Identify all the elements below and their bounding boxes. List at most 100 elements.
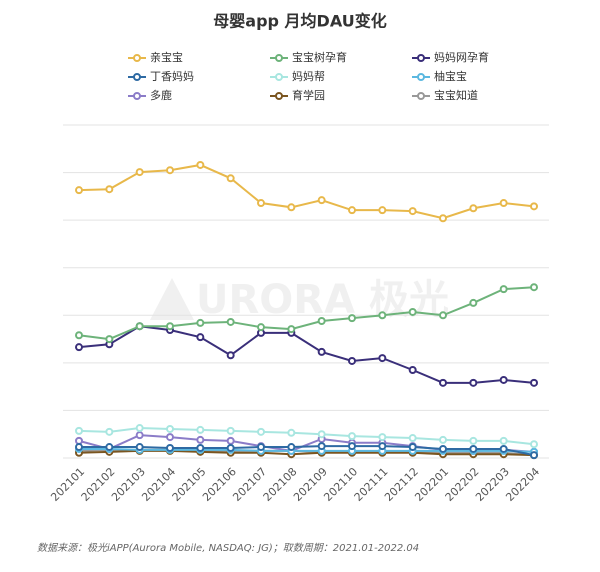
legend-label: 妈妈帮 <box>292 69 325 83</box>
data-point <box>135 431 144 440</box>
data-point <box>226 436 235 445</box>
legend-marker <box>275 92 283 100</box>
legend-marker <box>417 92 425 100</box>
data-point <box>408 365 417 374</box>
data-point <box>530 378 538 387</box>
data-point <box>530 440 538 449</box>
data-point <box>317 347 326 356</box>
data-point <box>469 436 478 445</box>
series-line <box>79 445 535 457</box>
data-point <box>530 283 538 292</box>
data-point <box>105 427 114 436</box>
data-point <box>439 214 447 223</box>
watermark-logo <box>150 278 194 320</box>
data-point <box>166 166 174 175</box>
data-point <box>530 451 538 460</box>
data-point <box>408 443 417 452</box>
data-point <box>439 435 447 444</box>
data-point <box>499 285 508 294</box>
data-point <box>378 442 387 451</box>
data-point <box>408 307 417 316</box>
data-point <box>196 318 205 327</box>
series-line <box>78 163 535 220</box>
data-point <box>530 202 538 211</box>
watermark-text: URORA 极光 <box>196 277 449 323</box>
data-point <box>226 317 235 326</box>
data-point <box>196 425 205 434</box>
data-point <box>499 199 508 208</box>
data-point <box>75 443 83 452</box>
chart-title: 母婴app 月均DAU变化 <box>213 12 386 31</box>
data-point <box>135 443 144 452</box>
data-point <box>105 443 114 452</box>
data-point <box>408 434 417 443</box>
data-point <box>196 333 205 342</box>
series-line <box>78 427 535 446</box>
legend-label: 宝宝知道 <box>434 88 478 102</box>
data-point <box>226 351 235 360</box>
legend-marker <box>133 73 141 81</box>
data-point <box>287 325 296 334</box>
data-point <box>317 316 326 325</box>
legend-marker <box>417 73 425 81</box>
data-point <box>226 174 235 183</box>
data-point <box>75 426 83 435</box>
data-point <box>226 444 235 453</box>
data-point <box>317 430 326 439</box>
data-point <box>469 378 478 387</box>
data-point <box>378 354 387 363</box>
data-point <box>75 436 83 445</box>
data-point <box>166 433 174 442</box>
data-point <box>439 311 447 320</box>
data-point <box>135 168 144 177</box>
legend-label: 丁香妈妈 <box>150 69 194 83</box>
data-point <box>75 331 83 340</box>
data-point <box>348 432 356 441</box>
data-point <box>135 424 144 433</box>
data-point <box>196 160 205 169</box>
data-point <box>196 444 205 453</box>
legend-label: 育学园 <box>292 88 325 102</box>
data-point <box>166 322 174 331</box>
series-line <box>78 325 535 384</box>
data-point <box>469 204 478 213</box>
legend-label: 宝宝树孕育 <box>292 50 347 64</box>
watermark: URORA 极光 <box>150 277 449 323</box>
data-point <box>378 433 387 442</box>
data-point <box>287 443 296 452</box>
data-point <box>257 199 265 208</box>
data-point <box>166 424 174 433</box>
data-point <box>287 428 296 437</box>
data-point <box>196 435 205 444</box>
data-point <box>378 206 387 215</box>
data-point <box>499 375 508 384</box>
legend-marker <box>417 54 425 62</box>
data-point <box>348 356 356 365</box>
series-line <box>78 286 535 341</box>
data-point <box>317 196 326 205</box>
data-point <box>348 442 356 451</box>
data-point <box>469 298 478 307</box>
data-point <box>257 443 265 452</box>
data-point <box>499 436 508 445</box>
legend-marker <box>133 92 141 100</box>
legend-label: 妈妈网孕育 <box>434 50 489 64</box>
legend-label: 亲宝宝 <box>150 50 183 64</box>
data-point <box>257 427 265 436</box>
data-point <box>348 206 356 215</box>
data-point <box>469 444 478 453</box>
legend-label: 多鹿 <box>150 88 172 102</box>
data-point <box>439 378 447 387</box>
x-tick-label: 202204 <box>503 465 542 504</box>
source-note: 数据来源：极光iAPP(Aurora Mobile, NASDAQ: JG)；取… <box>37 542 419 554</box>
data-point <box>75 343 83 352</box>
data-point <box>499 444 508 453</box>
data-point <box>105 185 114 194</box>
data-point <box>439 444 447 453</box>
series-line <box>79 447 535 453</box>
data-point <box>226 426 235 435</box>
data-point <box>408 207 417 216</box>
data-point <box>317 442 326 451</box>
data-point <box>257 323 265 332</box>
